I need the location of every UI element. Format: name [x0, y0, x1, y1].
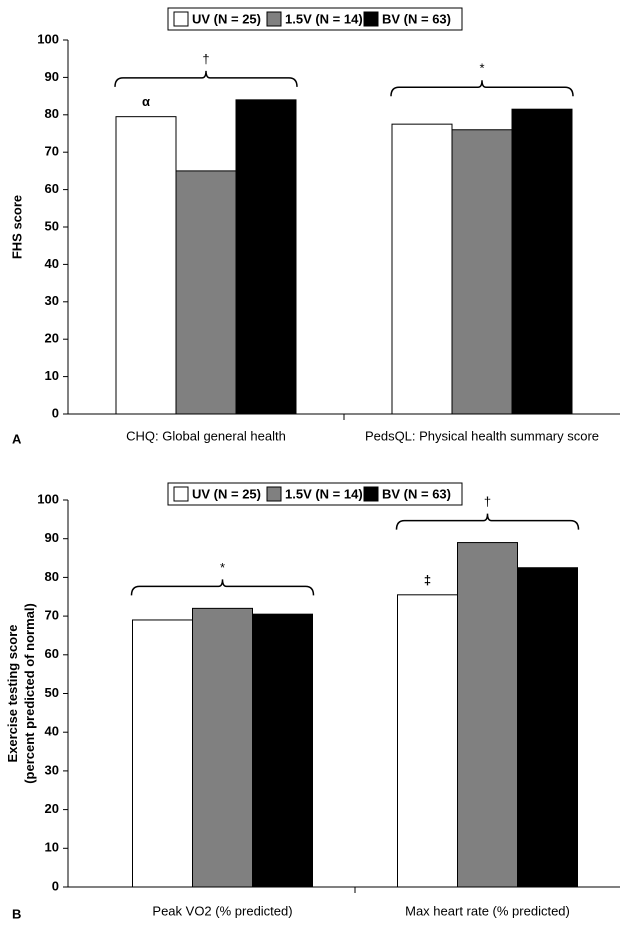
y-tick-label: 100: [37, 491, 59, 506]
legend-label: BV (N = 63): [382, 486, 451, 501]
legend-swatch: [363, 486, 379, 502]
bar: [192, 607, 253, 888]
y-tick-label: 20: [45, 801, 59, 816]
x-tick-label: CHQ: Global general health: [126, 428, 286, 443]
y-tick-label: 60: [45, 181, 59, 196]
y-tick-label: 40: [45, 256, 59, 271]
y-tick-label: 10: [45, 840, 59, 855]
bar: [175, 170, 237, 415]
bar: [115, 116, 177, 415]
bar: [457, 542, 518, 888]
legend-label: 1.5V (N = 14): [285, 11, 363, 26]
y-tick-label: 0: [52, 878, 59, 893]
legend-box: [167, 482, 463, 506]
x-tick-label: Max heart rate (% predicted): [405, 903, 570, 918]
y-tick-label: 20: [45, 331, 59, 346]
group-bracket: [130, 579, 315, 596]
group-annotation: †: [202, 51, 209, 66]
y-tick-label: 90: [45, 69, 59, 84]
legend-box: [167, 7, 463, 31]
group-annotation: *: [479, 61, 484, 76]
legend-label: UV (N = 25): [192, 486, 261, 501]
legend-swatch: [363, 11, 379, 27]
y-tick-label: 40: [45, 724, 59, 739]
y-tick-label: 30: [45, 293, 59, 308]
legend-label: UV (N = 25): [192, 11, 261, 26]
bar-annotation: ‡: [424, 572, 431, 587]
group-bracket: [390, 80, 574, 97]
group-bracket: [395, 513, 580, 530]
x-tick-label: Peak VO2 (% predicted): [152, 903, 292, 918]
legend-swatch: [266, 486, 282, 502]
bar: [451, 129, 513, 415]
panel-label: B: [12, 906, 21, 921]
y-tick-label: 50: [45, 218, 59, 233]
group-annotation: †: [484, 494, 491, 509]
y-axis-label: Exercise testing score: [5, 624, 20, 762]
y-tick-label: 50: [45, 685, 59, 700]
x-tick-label: PedsQL: Physical health summary score: [365, 428, 599, 443]
panel-label: A: [12, 431, 22, 446]
legend-swatch: [173, 486, 189, 502]
y-tick-label: 70: [45, 608, 59, 623]
legend-swatch: [173, 11, 189, 27]
y-tick-label: 100: [37, 31, 59, 46]
bar: [517, 567, 578, 888]
bar-annotation: α: [142, 94, 150, 109]
legend-label: 1.5V (N = 14): [285, 486, 363, 501]
bar: [511, 108, 573, 415]
y-tick-label: 70: [45, 144, 59, 159]
group-annotation: *: [220, 560, 225, 575]
y-tick-label: 30: [45, 762, 59, 777]
y-tick-label: 80: [45, 106, 59, 121]
y-tick-label: 0: [52, 405, 59, 420]
bar: [132, 619, 193, 888]
bar: [235, 99, 297, 415]
group-bracket: [114, 70, 298, 87]
y-tick-label: 90: [45, 530, 59, 545]
bar: [391, 123, 453, 415]
y-axis-label: FHS score: [9, 195, 24, 259]
bar: [397, 594, 458, 888]
y-axis-label: (percent predicted of normal): [22, 603, 37, 784]
bar: [252, 613, 313, 888]
y-tick-label: 80: [45, 569, 59, 584]
y-tick-label: 60: [45, 646, 59, 661]
legend-label: BV (N = 63): [382, 11, 451, 26]
legend-swatch: [266, 11, 282, 27]
y-tick-label: 10: [45, 368, 59, 383]
